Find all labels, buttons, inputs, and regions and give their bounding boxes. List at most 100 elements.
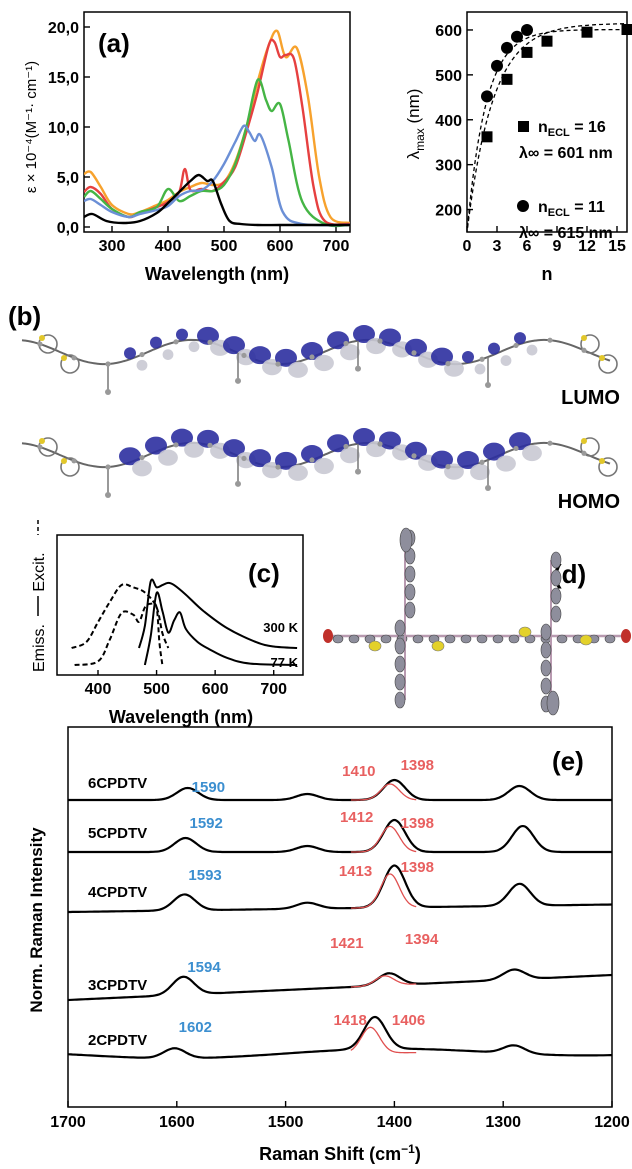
orbital-lobe-dark	[145, 436, 167, 455]
panel-a-frame	[83, 11, 351, 233]
sulfur-atom	[39, 335, 45, 341]
inset-ytick-label: 500	[435, 68, 462, 85]
sulfur-ellipsoid	[431, 640, 445, 652]
inset-ytick-label: 600	[435, 23, 462, 40]
inset-ytick-label: 300	[435, 158, 462, 175]
raman-spectrum-line	[68, 778, 612, 802]
orbital-lobe-dark	[457, 451, 479, 470]
orbital-lobe-light	[526, 344, 538, 356]
inset-square-point	[621, 24, 632, 36]
inset-circle-point	[481, 90, 493, 103]
orbital-lobe-dark	[197, 326, 219, 345]
raman-sample-label: 5CPDTV	[88, 825, 147, 842]
carbon-atom	[37, 444, 43, 450]
sulfur-atom	[61, 355, 67, 361]
inset-xtick-label: 0	[463, 238, 472, 255]
inset-frame	[466, 11, 628, 233]
panel-a-inset-chart: 200 300 400 500 600 0 3 6 9 12 15 nECL = 16 λ∞ = 6…	[404, 11, 632, 284]
orbital-lobe-dark	[462, 351, 474, 364]
side-chain-atom	[485, 485, 491, 492]
a-xtick-label: 700	[323, 238, 350, 255]
end-ring	[60, 354, 80, 374]
panel-e-ylabel: Norm. Raman Intensity	[27, 827, 46, 1013]
orbital-lobe-dark	[327, 331, 349, 350]
orbital-lobe-dark	[223, 336, 245, 355]
chain-atom-ellipsoid	[404, 565, 416, 583]
orbital-lobe-dark	[379, 328, 401, 347]
raman-peak-label-red: 1398	[401, 859, 434, 876]
panel-c-xlabel: Wavelength (nm)	[109, 707, 253, 727]
sulfur-atom	[581, 335, 587, 341]
panel-e-xlabel: Raman Shift (cm−1)	[259, 1142, 421, 1164]
inset-xtick-label: 12	[578, 238, 596, 255]
raman-sample-label: 3CPDTV	[88, 977, 147, 994]
chain-atom-ellipsoid	[540, 659, 552, 677]
inset-square-point	[541, 35, 553, 47]
orbital-lobe-dark	[301, 342, 323, 361]
inset-square-point	[501, 73, 513, 85]
panel-c-spectra-chart: 400 500 600 700 (c) 300 K 77 K Wavelength (…	[31, 520, 304, 727]
raman-spectrum-line	[68, 818, 612, 854]
orbital-lobe-dark	[124, 347, 136, 360]
homo-label: HOMO	[558, 491, 620, 513]
chain-atom-ellipsoid	[540, 623, 552, 641]
raman-peak-label-red: 1394	[405, 931, 439, 948]
raman-sample-label: 4CPDTV	[88, 884, 147, 901]
inset-square-point	[521, 46, 533, 58]
orbital-lobe-dark	[119, 447, 141, 466]
emiss-label: Emiss.	[31, 624, 48, 672]
atom-ellipsoid	[380, 634, 392, 644]
a-ytick-label: 15,0	[48, 70, 79, 87]
inset-circle-point	[521, 23, 533, 36]
raman-fit-component	[350, 873, 417, 909]
orbital-lobe-dark	[176, 328, 188, 341]
orbital-lobe-dark	[223, 439, 245, 458]
chain-atom-ellipsoid	[540, 641, 552, 659]
a-series-line	[84, 173, 350, 227]
raman-peak-label-red: 1410	[342, 763, 375, 780]
chain-end-ellipsoid	[546, 690, 560, 716]
carbon-atom	[105, 464, 111, 470]
raman-sample-label: 6CPDTV	[88, 775, 147, 792]
orbital-lobe-dark	[488, 342, 500, 355]
temp-300k-label: 300 K	[263, 620, 298, 635]
sulfur-atom	[599, 458, 605, 464]
carbon-atom	[207, 442, 213, 448]
orbital-lobe-light	[288, 361, 308, 378]
carbon-atom	[581, 450, 587, 456]
carbon-atom	[547, 337, 553, 343]
a-ytick-label: 10,0	[48, 120, 79, 137]
panel-e-frame	[67, 726, 613, 1108]
c-xtick-label: 500	[143, 681, 170, 698]
orbital-lobe-dark	[405, 338, 427, 357]
orbital-lobe-dark	[249, 449, 271, 468]
excit-label: Excit.	[31, 552, 48, 591]
lumo-molecule-image	[21, 325, 618, 395]
carbon-atom	[377, 441, 383, 447]
chain-atom-ellipsoid	[550, 605, 562, 623]
inset-ylabel: λmax (nm)	[404, 89, 427, 160]
side-chain-atom	[235, 480, 241, 487]
sulfur-atom	[599, 355, 605, 361]
carbon-atom	[105, 361, 111, 367]
orbital-lobe-dark	[379, 431, 401, 450]
sulfur-atom	[581, 438, 587, 444]
carbon-atom	[479, 459, 485, 465]
carbon-atom	[411, 453, 417, 459]
orbital-lobe-light	[500, 355, 512, 366]
inset-circle-point	[511, 30, 523, 43]
orbital-lobe-dark	[150, 336, 162, 349]
panel-a-series	[84, 29, 350, 228]
panel-a-ylabel: ε × 10⁻⁴(M⁻¹· cm⁻¹)	[23, 61, 40, 193]
side-chain-atom	[355, 468, 361, 475]
raman-peak-label-red: 1398	[401, 757, 434, 774]
a-xtick-label: 500	[211, 238, 238, 255]
raman-peak-label-blue: 1594	[187, 959, 221, 976]
inset-circle-point	[491, 59, 503, 72]
lumo-label: LUMO	[561, 387, 620, 409]
a-ytick-label: 20,0	[48, 20, 79, 37]
raman-peak-label-blue: 1602	[179, 1019, 212, 1036]
orbital-lobe-light	[340, 344, 360, 361]
orbital-lobe-light	[158, 449, 178, 466]
panel-c-frame	[56, 534, 304, 676]
